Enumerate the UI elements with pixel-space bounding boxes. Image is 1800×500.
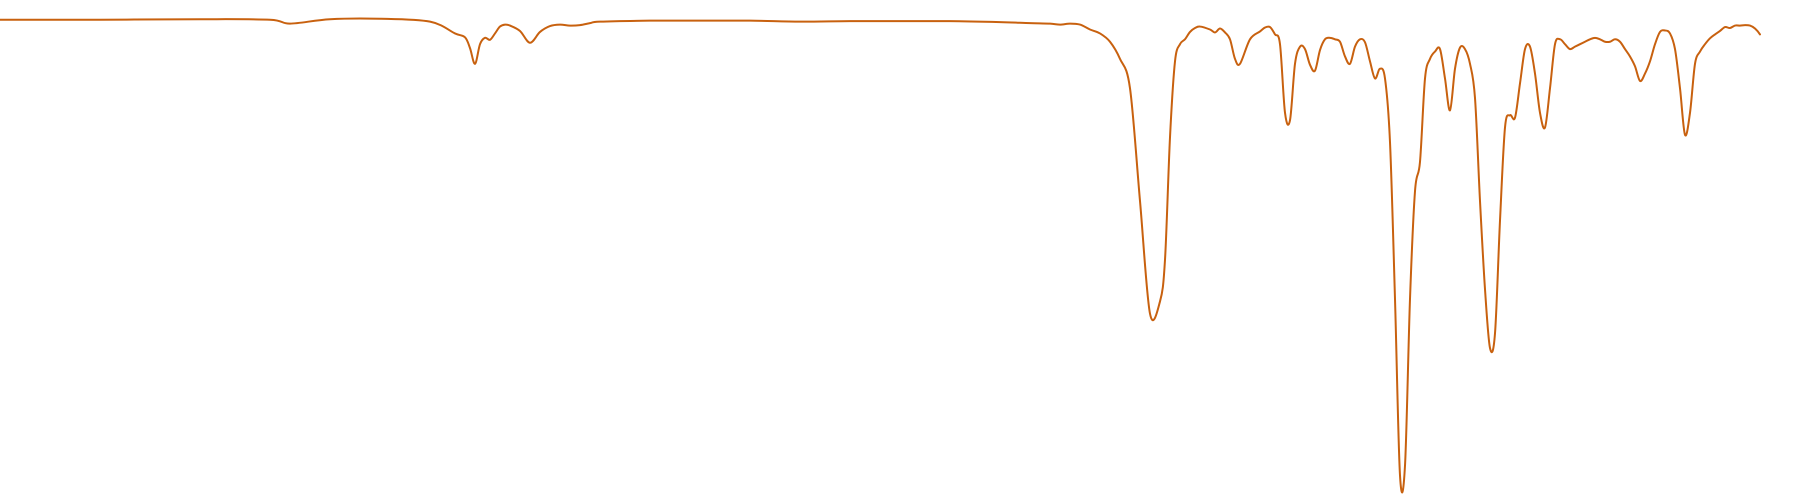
- spectrum-series-line-0: [0, 17, 1761, 494]
